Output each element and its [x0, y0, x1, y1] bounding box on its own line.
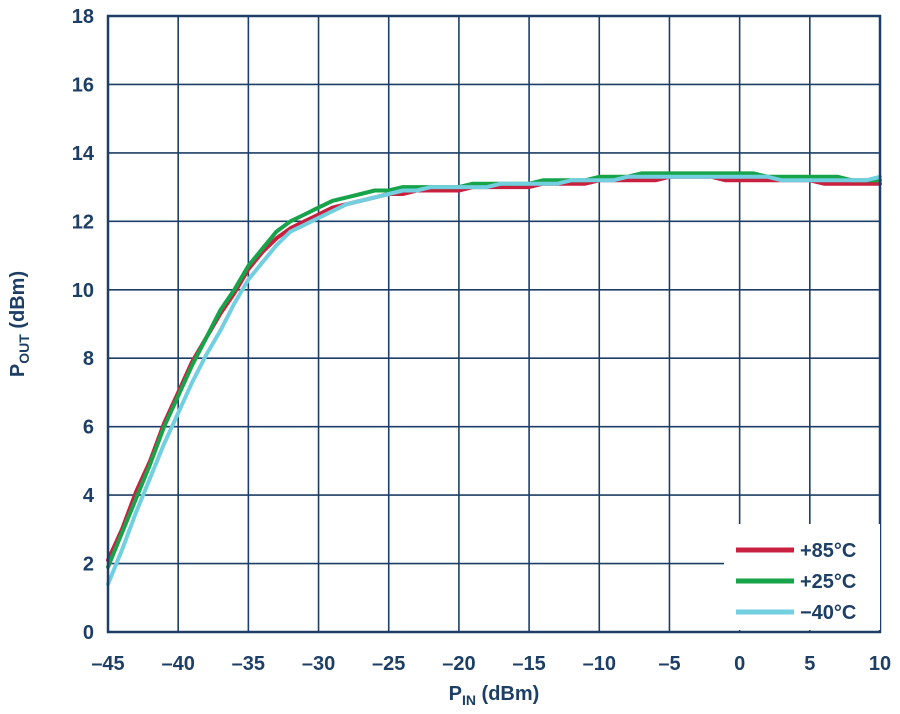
x-tick-label: 10 — [869, 653, 891, 675]
x-tick-label: –10 — [583, 653, 616, 675]
x-tick-label: –30 — [302, 653, 335, 675]
x-tick-label: –45 — [91, 653, 124, 675]
plot-frame — [106, 14, 882, 634]
x-tick-label: –5 — [658, 653, 680, 675]
x-axis-title-unit: (dBm) — [476, 683, 539, 705]
y-tick-label: 2 — [83, 554, 94, 576]
y-axis-title-main: P — [7, 364, 29, 377]
series-lines — [106, 171, 882, 587]
x-tick-label: –35 — [232, 653, 265, 675]
y-axis-title: POUT (dBm) — [7, 271, 32, 377]
x-tick-label: 0 — [734, 653, 745, 675]
series-line-2 — [106, 171, 882, 569]
x-axis-title-main: P — [449, 683, 462, 705]
legend-label: +25°C — [800, 571, 856, 593]
x-tick-label: 5 — [804, 653, 815, 675]
series-line-1 — [106, 174, 882, 563]
x-tick-labels: –45 –40 –35 –30 –25 –20 –15 –10 –5 0 5 10 — [91, 653, 891, 675]
y-tick-label: 0 — [83, 622, 94, 644]
y-tick-label: 4 — [83, 485, 95, 507]
y-tick-label: 14 — [72, 143, 95, 165]
x-tick-label: –25 — [372, 653, 405, 675]
y-tick-label: 10 — [72, 280, 94, 302]
y-tick-label: 18 — [72, 6, 94, 28]
x-tick-label: –15 — [512, 653, 545, 675]
series-line-3 — [106, 174, 882, 587]
x-tick-label: –40 — [161, 653, 194, 675]
y-tick-label: 8 — [83, 348, 94, 370]
legend-label: −40°C — [800, 602, 856, 624]
y-tick-label: 12 — [72, 211, 94, 233]
x-tick-label: –20 — [442, 653, 475, 675]
x-axis-title: PIN (dBm) — [449, 683, 540, 708]
x-axis-title-sub: IN — [462, 692, 476, 708]
legend-label: +85°C — [800, 540, 856, 562]
legend-items: +85°C +25°C −40°C — [736, 540, 856, 624]
y-tick-label: 6 — [83, 417, 94, 439]
y-axis-title-sub: OUT — [16, 334, 32, 364]
y-axis-title-unit: (dBm) — [7, 271, 29, 334]
y-tick-labels: 0 2 4 6 8 10 12 14 16 18 — [72, 6, 95, 644]
legend: +85°C +25°C −40°C — [724, 524, 880, 630]
y-tick-label: 16 — [72, 74, 94, 96]
